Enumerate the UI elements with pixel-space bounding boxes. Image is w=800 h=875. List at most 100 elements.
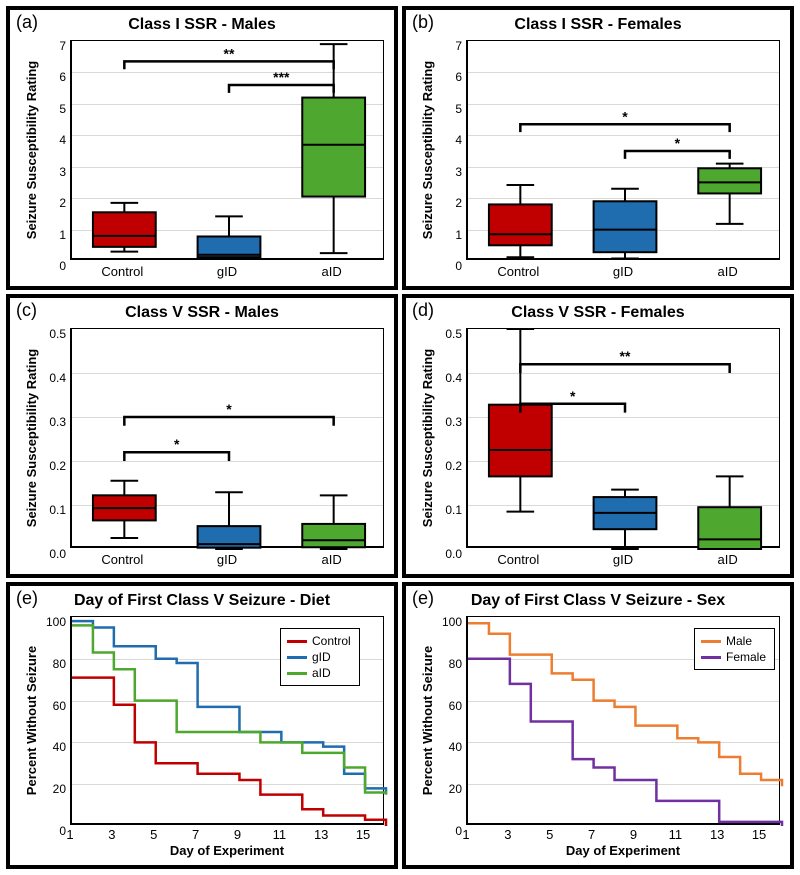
y-tick-label: 100 bbox=[436, 615, 462, 629]
x-tick-label: 11 bbox=[669, 827, 683, 842]
legend-label: aID bbox=[312, 666, 331, 680]
x-tick-label: 3 bbox=[108, 827, 115, 842]
y-tick-label: 4 bbox=[436, 133, 462, 147]
chart-svg: ** bbox=[468, 41, 782, 261]
x-category-label: aID bbox=[322, 552, 342, 567]
x-category-label: aID bbox=[718, 552, 738, 567]
legend-swatch bbox=[287, 672, 307, 675]
chart-svg: ** bbox=[72, 329, 386, 549]
y-tick-label: 0.4 bbox=[40, 371, 66, 385]
x-category-label: gID bbox=[217, 264, 237, 279]
chart-title: Day of First Class V Seizure - Diet bbox=[10, 592, 394, 610]
x-tick-label: 5 bbox=[150, 827, 157, 842]
legend-label: Female bbox=[726, 650, 766, 664]
x-category-label: aID bbox=[322, 264, 342, 279]
y-tick-label: 4 bbox=[40, 133, 66, 147]
y-tick-label: 2 bbox=[40, 196, 66, 210]
y-tick-label: 0.3 bbox=[40, 415, 66, 429]
y-tick-label: 0 bbox=[40, 259, 66, 273]
chart-title: Day of First Class V Seizure - Sex bbox=[406, 592, 790, 610]
y-tick-label: 0.0 bbox=[40, 547, 66, 561]
y-tick-label: 60 bbox=[436, 699, 462, 713]
y-tick-label: 3 bbox=[436, 165, 462, 179]
x-tick-label: 9 bbox=[234, 827, 241, 842]
x-tick-label: 7 bbox=[588, 827, 595, 842]
x-tick-label: 3 bbox=[504, 827, 511, 842]
legend-entry: Female bbox=[701, 649, 766, 665]
x-tick-label: 5 bbox=[546, 827, 553, 842]
legend-swatch bbox=[287, 640, 307, 643]
x-tick-label: 15 bbox=[356, 827, 370, 842]
y-tick-label: 5 bbox=[436, 102, 462, 116]
x-tick-label: 7 bbox=[192, 827, 199, 842]
x-category-label: gID bbox=[613, 264, 633, 279]
x-category-label: Control bbox=[101, 552, 143, 567]
x-category-label: gID bbox=[217, 552, 237, 567]
legend-label: Male bbox=[726, 634, 752, 648]
chart-title: Class I SSR - Females bbox=[406, 16, 790, 34]
y-tick-label: 0.2 bbox=[40, 459, 66, 473]
chart-title: Class V SSR - Females bbox=[406, 304, 790, 322]
x-category-label: Control bbox=[101, 264, 143, 279]
legend-swatch bbox=[701, 656, 721, 659]
significance-label: * bbox=[226, 401, 232, 417]
y-tick-label: 6 bbox=[40, 70, 66, 84]
plot-area: ** bbox=[466, 40, 780, 260]
figure-root: (a)Class I SSR - Males*****Seizure Susce… bbox=[0, 0, 800, 875]
y-tick-label: 7 bbox=[40, 39, 66, 53]
y-tick-label: 80 bbox=[436, 657, 462, 671]
y-tick-label: 0.1 bbox=[436, 503, 462, 517]
y-tick-label: 2 bbox=[436, 196, 462, 210]
series-line bbox=[468, 659, 782, 826]
chart-title: Class I SSR - Males bbox=[10, 16, 394, 34]
chart-svg: *** bbox=[468, 329, 782, 549]
y-tick-label: 3 bbox=[40, 165, 66, 179]
y-tick-label: 40 bbox=[436, 740, 462, 754]
y-axis-label: Seizure Susceptibility Rating bbox=[420, 328, 435, 548]
x-axis-label: Day of Experiment bbox=[466, 843, 780, 858]
y-tick-label: 1 bbox=[40, 228, 66, 242]
x-tick-label: 1 bbox=[462, 827, 469, 842]
significance-label: * bbox=[570, 388, 576, 404]
significance-label: * bbox=[622, 108, 628, 124]
significance-label: *** bbox=[273, 69, 290, 85]
y-tick-label: 7 bbox=[436, 39, 462, 53]
plot-area: ** bbox=[70, 328, 384, 548]
legend: Male Female bbox=[694, 628, 775, 670]
y-tick-label: 0 bbox=[40, 824, 66, 838]
y-tick-label: 0.0 bbox=[436, 547, 462, 561]
y-tick-label: 60 bbox=[40, 699, 66, 713]
significance-label: * bbox=[675, 135, 681, 151]
y-tick-label: 0.1 bbox=[40, 503, 66, 517]
legend-entry: gID bbox=[287, 649, 351, 665]
legend-swatch bbox=[287, 656, 307, 659]
y-tick-label: 0.4 bbox=[436, 371, 462, 385]
y-tick-label: 1 bbox=[436, 228, 462, 242]
legend-entry: Control bbox=[287, 633, 351, 649]
legend-label: Control bbox=[312, 634, 351, 648]
y-tick-label: 0.2 bbox=[436, 459, 462, 473]
x-axis-label: Day of Experiment bbox=[70, 843, 384, 858]
legend: ControlgIDaID bbox=[280, 628, 360, 686]
legend-swatch bbox=[701, 640, 721, 643]
x-tick-label: 15 bbox=[752, 827, 766, 842]
y-axis-label: Percent Without Seizure bbox=[420, 616, 435, 825]
plot-area: ***** bbox=[70, 40, 384, 260]
x-tick-label: 13 bbox=[710, 827, 724, 842]
y-tick-label: 100 bbox=[40, 615, 66, 629]
plot-area: *** bbox=[466, 328, 780, 548]
panel-e1: (e)Day of First Class V Seizure - DietPe… bbox=[6, 582, 398, 869]
x-category-label: Control bbox=[497, 264, 539, 279]
significance-label: ** bbox=[620, 348, 631, 364]
y-tick-label: 5 bbox=[40, 102, 66, 116]
panel-a: (a)Class I SSR - Males*****Seizure Susce… bbox=[6, 6, 398, 290]
y-tick-label: 0 bbox=[436, 824, 462, 838]
x-tick-label: 9 bbox=[630, 827, 637, 842]
y-tick-label: 20 bbox=[436, 782, 462, 796]
x-category-label: aID bbox=[718, 264, 738, 279]
x-tick-label: 13 bbox=[314, 827, 328, 842]
y-tick-label: 0.5 bbox=[40, 327, 66, 341]
y-tick-label: 0 bbox=[436, 259, 462, 273]
panel-d: (d)Class V SSR - Females***Seizure Susce… bbox=[402, 294, 794, 578]
y-axis-label: Seizure Susceptibility Rating bbox=[24, 40, 39, 260]
